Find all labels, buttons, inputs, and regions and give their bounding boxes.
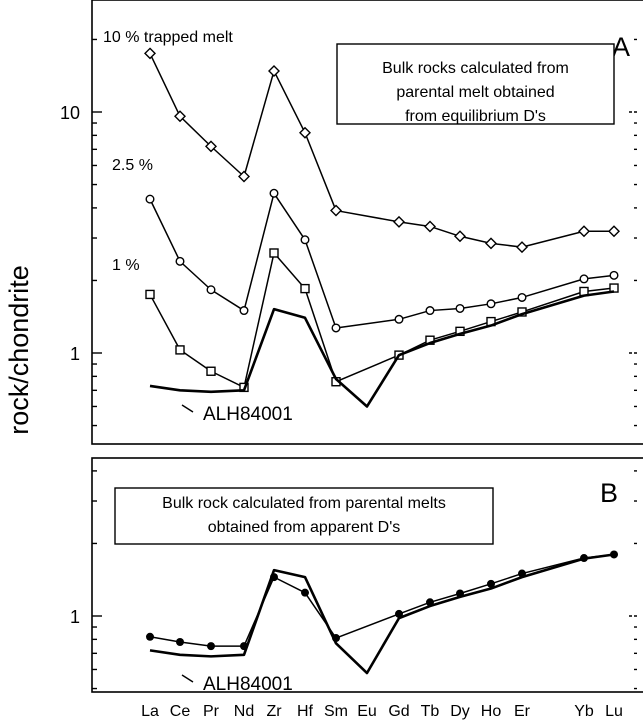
series-line-2-5- (149, 192, 615, 329)
data-point (299, 126, 311, 139)
x-tick-label: Sm (324, 703, 348, 720)
series-line-alh84001 (149, 290, 615, 408)
data-point (175, 256, 185, 266)
data-point (608, 225, 620, 238)
series-line-1- (149, 252, 615, 389)
x-tick-label: Pr (203, 703, 220, 720)
x-tick-label: Gd (388, 703, 409, 720)
x-tick-label: Hf (297, 703, 314, 720)
x-tick-label: Ce (170, 703, 191, 720)
data-point (425, 306, 435, 316)
data-point (393, 215, 405, 228)
data-point (239, 306, 249, 316)
x-tick-label: Nd (234, 703, 254, 720)
x-tick-label: La (141, 703, 159, 720)
data-point (331, 323, 341, 333)
data-point (455, 303, 465, 313)
data-point (424, 220, 436, 233)
annotation-text: Bulk rocks calculated from (382, 60, 569, 77)
data-point (454, 230, 466, 243)
data-point (269, 188, 279, 198)
series-label-1pct: 1 % (112, 257, 140, 274)
annotation-box (336, 43, 615, 125)
x-tick-label: Er (514, 703, 531, 720)
data-point (486, 299, 496, 309)
data-point (176, 638, 184, 647)
annotation-box (114, 487, 494, 545)
data-point (206, 285, 216, 295)
y-tick-label: 1 (70, 344, 80, 364)
data-point (205, 140, 217, 153)
y-tick-label: 10 (60, 103, 80, 123)
x-tick-label: Eu (357, 703, 377, 720)
x-tick-label: Ho (481, 703, 502, 720)
alh84001-leader (181, 674, 194, 683)
x-tick-label: Tb (421, 703, 440, 720)
data-point (578, 225, 590, 238)
y-tick-label: 1 (70, 607, 80, 627)
plot-frame (91, 0, 643, 445)
x-tick-label: Yb (574, 703, 594, 720)
data-point (395, 609, 403, 618)
series-line-alh84001 (149, 553, 615, 675)
annotation-text: from equilibrium D's (405, 108, 546, 125)
data-point (146, 632, 154, 641)
data-point (207, 642, 215, 651)
data-point (268, 64, 280, 77)
plot-frame (91, 457, 643, 693)
data-point (145, 194, 155, 204)
data-point (517, 292, 527, 302)
data-point (145, 289, 155, 300)
x-axis: La Ce Pr Nd Zr Hf Sm Eu Gd Tb Dy Ho Er Yb Lu (141, 703, 623, 720)
series-label-2-5pct: 2.5 % (112, 157, 153, 174)
panel-b: 1 B Bulk rock calculated from parental mel… (70, 457, 643, 695)
panel-label: B (600, 478, 618, 508)
alh84001-leader (181, 404, 194, 413)
x-tick-label: Zr (266, 703, 282, 720)
data-point (269, 248, 279, 258)
data-point (238, 170, 250, 183)
data-point (516, 241, 528, 254)
alh84001-label: ALH84001 (203, 674, 293, 695)
data-point (300, 235, 310, 245)
annotation-text: parental melt obtained (396, 84, 554, 101)
data-point (206, 366, 216, 376)
alh84001-label: ALH84001 (203, 404, 293, 425)
panel-label: A (612, 32, 630, 62)
data-point (579, 274, 589, 284)
annotation-text: obtained from apparent D's (208, 519, 401, 536)
x-tick-label: Lu (605, 703, 623, 720)
data-point (301, 588, 309, 597)
series-line-parental-melt-apparent-d-s- (149, 553, 615, 647)
series-label-10pct: 10 % trapped melt (103, 29, 233, 46)
panel-a: 1 10 A Bulk rocks calculated from parental m… (60, 0, 643, 445)
data-point (175, 345, 185, 355)
x-tick-label: Dy (450, 703, 470, 720)
data-point (300, 283, 310, 294)
data-point (609, 270, 619, 280)
data-point (394, 314, 404, 324)
data-point (174, 110, 186, 123)
data-point (485, 237, 497, 250)
data-point (487, 579, 495, 588)
annotation-text: Bulk rock calculated from parental melts (162, 495, 446, 512)
data-point (455, 326, 465, 337)
data-point (144, 47, 156, 60)
data-point (330, 204, 342, 217)
y-axis-label: rock/chondrite (4, 265, 34, 435)
